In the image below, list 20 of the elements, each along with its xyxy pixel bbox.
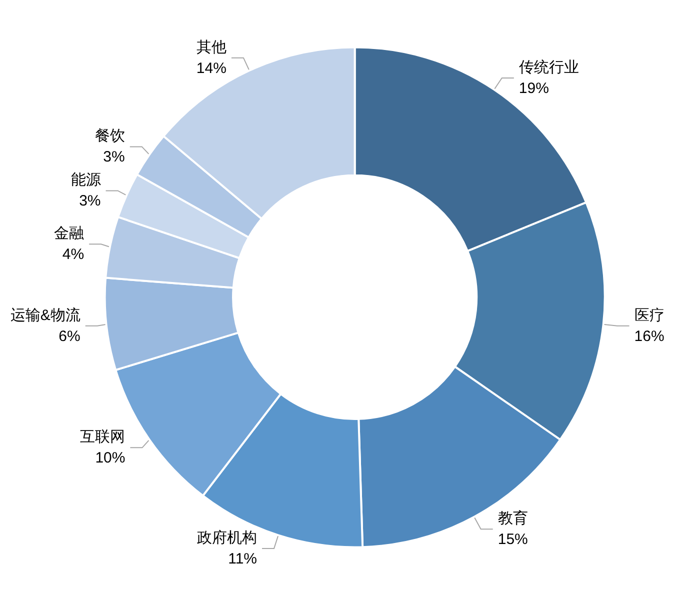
slice-label: 传统行业 <box>518 58 579 76</box>
slice-label: 餐饮 <box>94 128 125 145</box>
data-label: 11% <box>228 550 258 568</box>
data-label: 19% <box>518 80 549 97</box>
slice-label: 运输&物流 <box>10 306 80 324</box>
slice-label: 医疗 <box>634 306 664 324</box>
data-label: 10% <box>95 450 126 467</box>
data-label: 6% <box>58 328 80 345</box>
data-label: 3% <box>79 192 101 210</box>
slice-label: 金融 <box>54 225 84 242</box>
data-label: 3% <box>103 148 125 166</box>
slice-label: 其他 <box>196 38 226 56</box>
data-label: 16% <box>634 328 664 345</box>
slice-label: 政府机构 <box>197 530 258 547</box>
slice-label: 能源 <box>70 172 101 189</box>
data-label: 14% <box>196 60 226 77</box>
data-label: 4% <box>62 246 84 264</box>
slice-label: 互联网 <box>80 428 126 446</box>
slice-label: 教育 <box>498 510 528 528</box>
data-label: 15% <box>498 531 528 548</box>
